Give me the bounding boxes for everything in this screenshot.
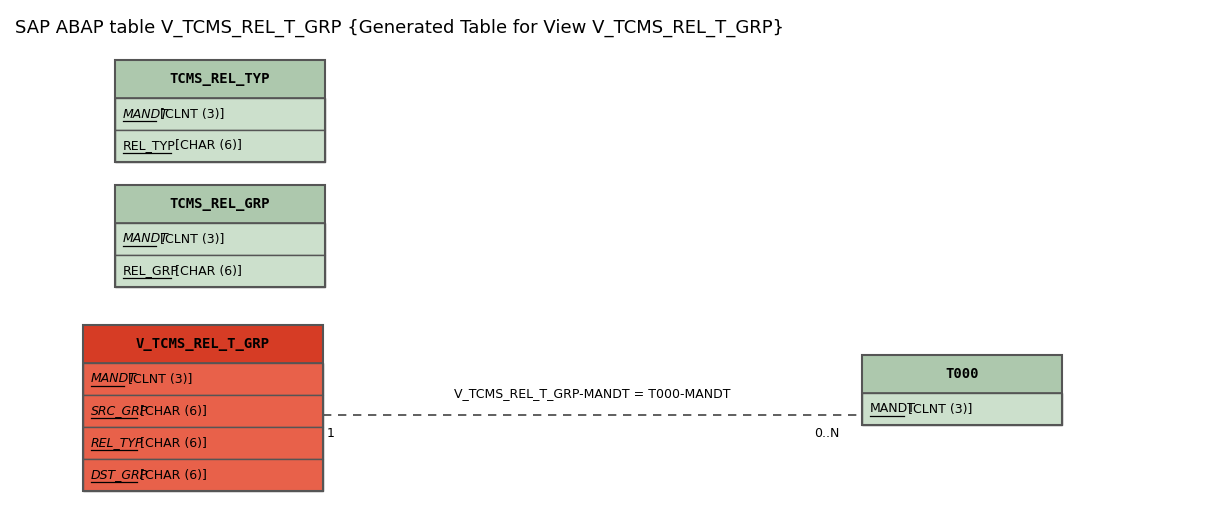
Text: MANDT: MANDT	[870, 403, 916, 415]
Text: [CHAR (6)]: [CHAR (6)]	[171, 265, 241, 277]
Bar	[84, 325, 323, 491]
Text: T000: T000	[945, 367, 978, 381]
Text: 1: 1	[327, 427, 334, 440]
Text: [CLNT (3)]: [CLNT (3)]	[905, 403, 972, 415]
Text: V_TCMS_REL_T_GRP-MANDT = T000-MANDT: V_TCMS_REL_T_GRP-MANDT = T000-MANDT	[455, 387, 731, 400]
Text: TCMS_REL_TYP: TCMS_REL_TYP	[170, 72, 270, 86]
Text: MANDT: MANDT	[123, 233, 168, 245]
Text: [CLNT (3)]: [CLNT (3)]	[156, 107, 224, 121]
Bar	[116, 60, 324, 162]
Text: 0..N: 0..N	[814, 427, 839, 440]
Text: [CHAR (6)]: [CHAR (6)]	[136, 437, 208, 449]
Bar	[862, 355, 1062, 425]
Text: MANDT: MANDT	[123, 107, 168, 121]
Bar	[862, 355, 1062, 393]
Bar	[862, 393, 1062, 425]
Bar	[84, 363, 323, 395]
Bar	[116, 98, 324, 130]
Bar	[84, 325, 323, 363]
Bar	[116, 185, 324, 223]
Text: DST_GRP: DST_GRP	[91, 468, 149, 482]
Bar	[116, 130, 324, 162]
Text: REL_TYP: REL_TYP	[91, 437, 144, 449]
Text: SRC_GRP: SRC_GRP	[91, 405, 149, 417]
Bar	[116, 255, 324, 287]
Text: REL_GRP: REL_GRP	[123, 265, 179, 277]
Bar	[116, 60, 324, 98]
Bar	[116, 223, 324, 255]
Text: MANDT: MANDT	[91, 373, 136, 385]
Text: REL_TYP: REL_TYP	[123, 139, 176, 153]
Text: [CHAR (6)]: [CHAR (6)]	[171, 139, 241, 153]
Text: [CHAR (6)]: [CHAR (6)]	[136, 468, 208, 482]
Bar	[84, 459, 323, 491]
Text: [CLNT (3)]: [CLNT (3)]	[123, 373, 192, 385]
Text: V_TCMS_REL_T_GRP: V_TCMS_REL_T_GRP	[136, 337, 270, 351]
Bar	[116, 185, 324, 287]
Text: TCMS_REL_GRP: TCMS_REL_GRP	[170, 197, 270, 211]
Text: SAP ABAP table V_TCMS_REL_T_GRP {Generated Table for View V_TCMS_REL_T_GRP}: SAP ABAP table V_TCMS_REL_T_GRP {Generat…	[15, 19, 784, 37]
Bar	[84, 427, 323, 459]
Bar	[84, 395, 323, 427]
Text: [CLNT (3)]: [CLNT (3)]	[156, 233, 224, 245]
Text: [CHAR (6)]: [CHAR (6)]	[136, 405, 208, 417]
